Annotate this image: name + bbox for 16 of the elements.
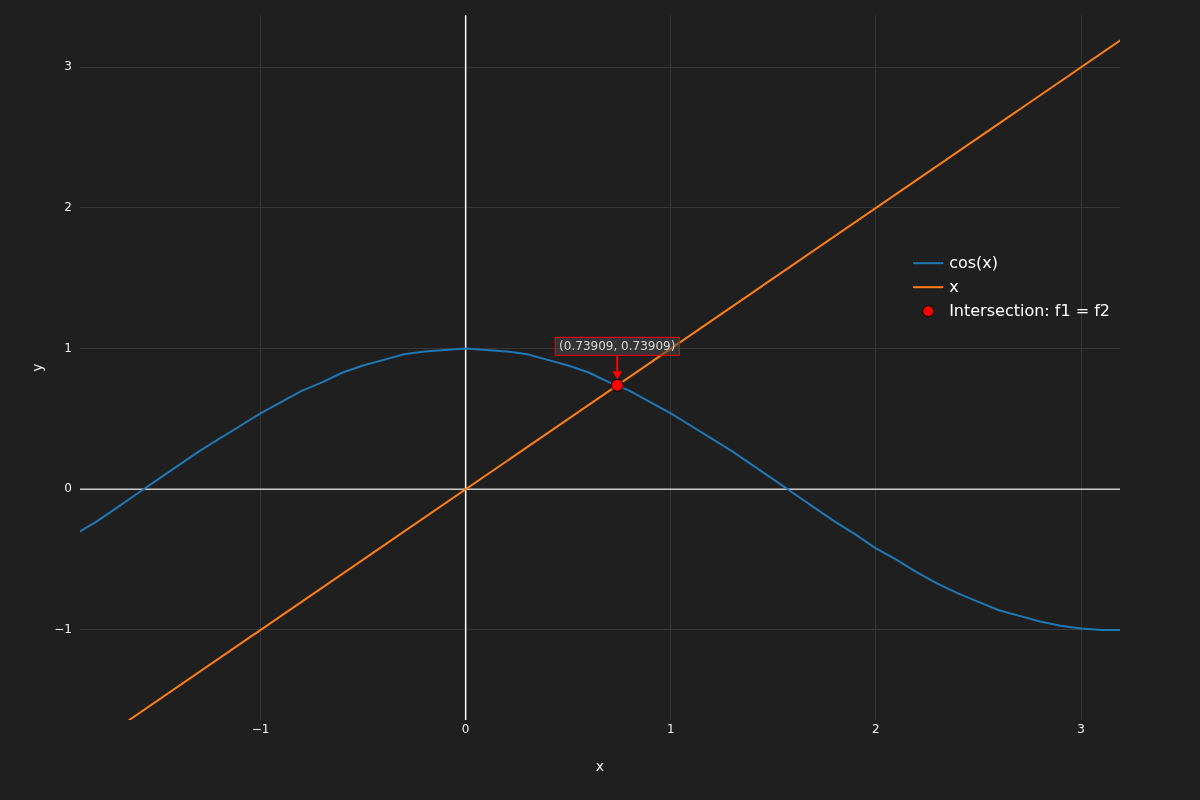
x-tick-label: 2 [872,722,880,737]
x-tick-label: 3 [1077,722,1085,737]
y-tick-label: 1 [64,340,72,355]
legend-label: x [949,277,959,297]
x-axis-title: x [595,757,605,774]
y-tick-label: 0 [64,481,72,496]
y-axis-title: y [28,363,45,372]
y-tick-label: 3 [64,59,72,74]
legend-label: cos(x) [949,253,999,273]
x-tick-label: 1 [666,722,675,737]
x-tick-label: 0 [461,722,470,737]
y-tick-label: 2 [64,200,72,215]
y-tick-label: −1 [54,622,72,637]
annotation: (0.73909, 0.73909) [559,339,676,354]
x-tick-label: −1 [251,722,270,737]
legend-label: Intersection: f1 = f2 [949,301,1110,321]
